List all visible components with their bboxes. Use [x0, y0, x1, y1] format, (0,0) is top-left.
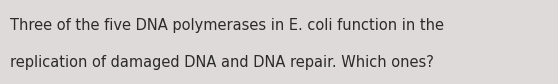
Text: replication of damaged DNA and DNA repair. Which ones?: replication of damaged DNA and DNA repai…: [10, 56, 434, 70]
Text: Three of the five DNA polymerases in E. coli function in the: Three of the five DNA polymerases in E. …: [10, 18, 444, 33]
